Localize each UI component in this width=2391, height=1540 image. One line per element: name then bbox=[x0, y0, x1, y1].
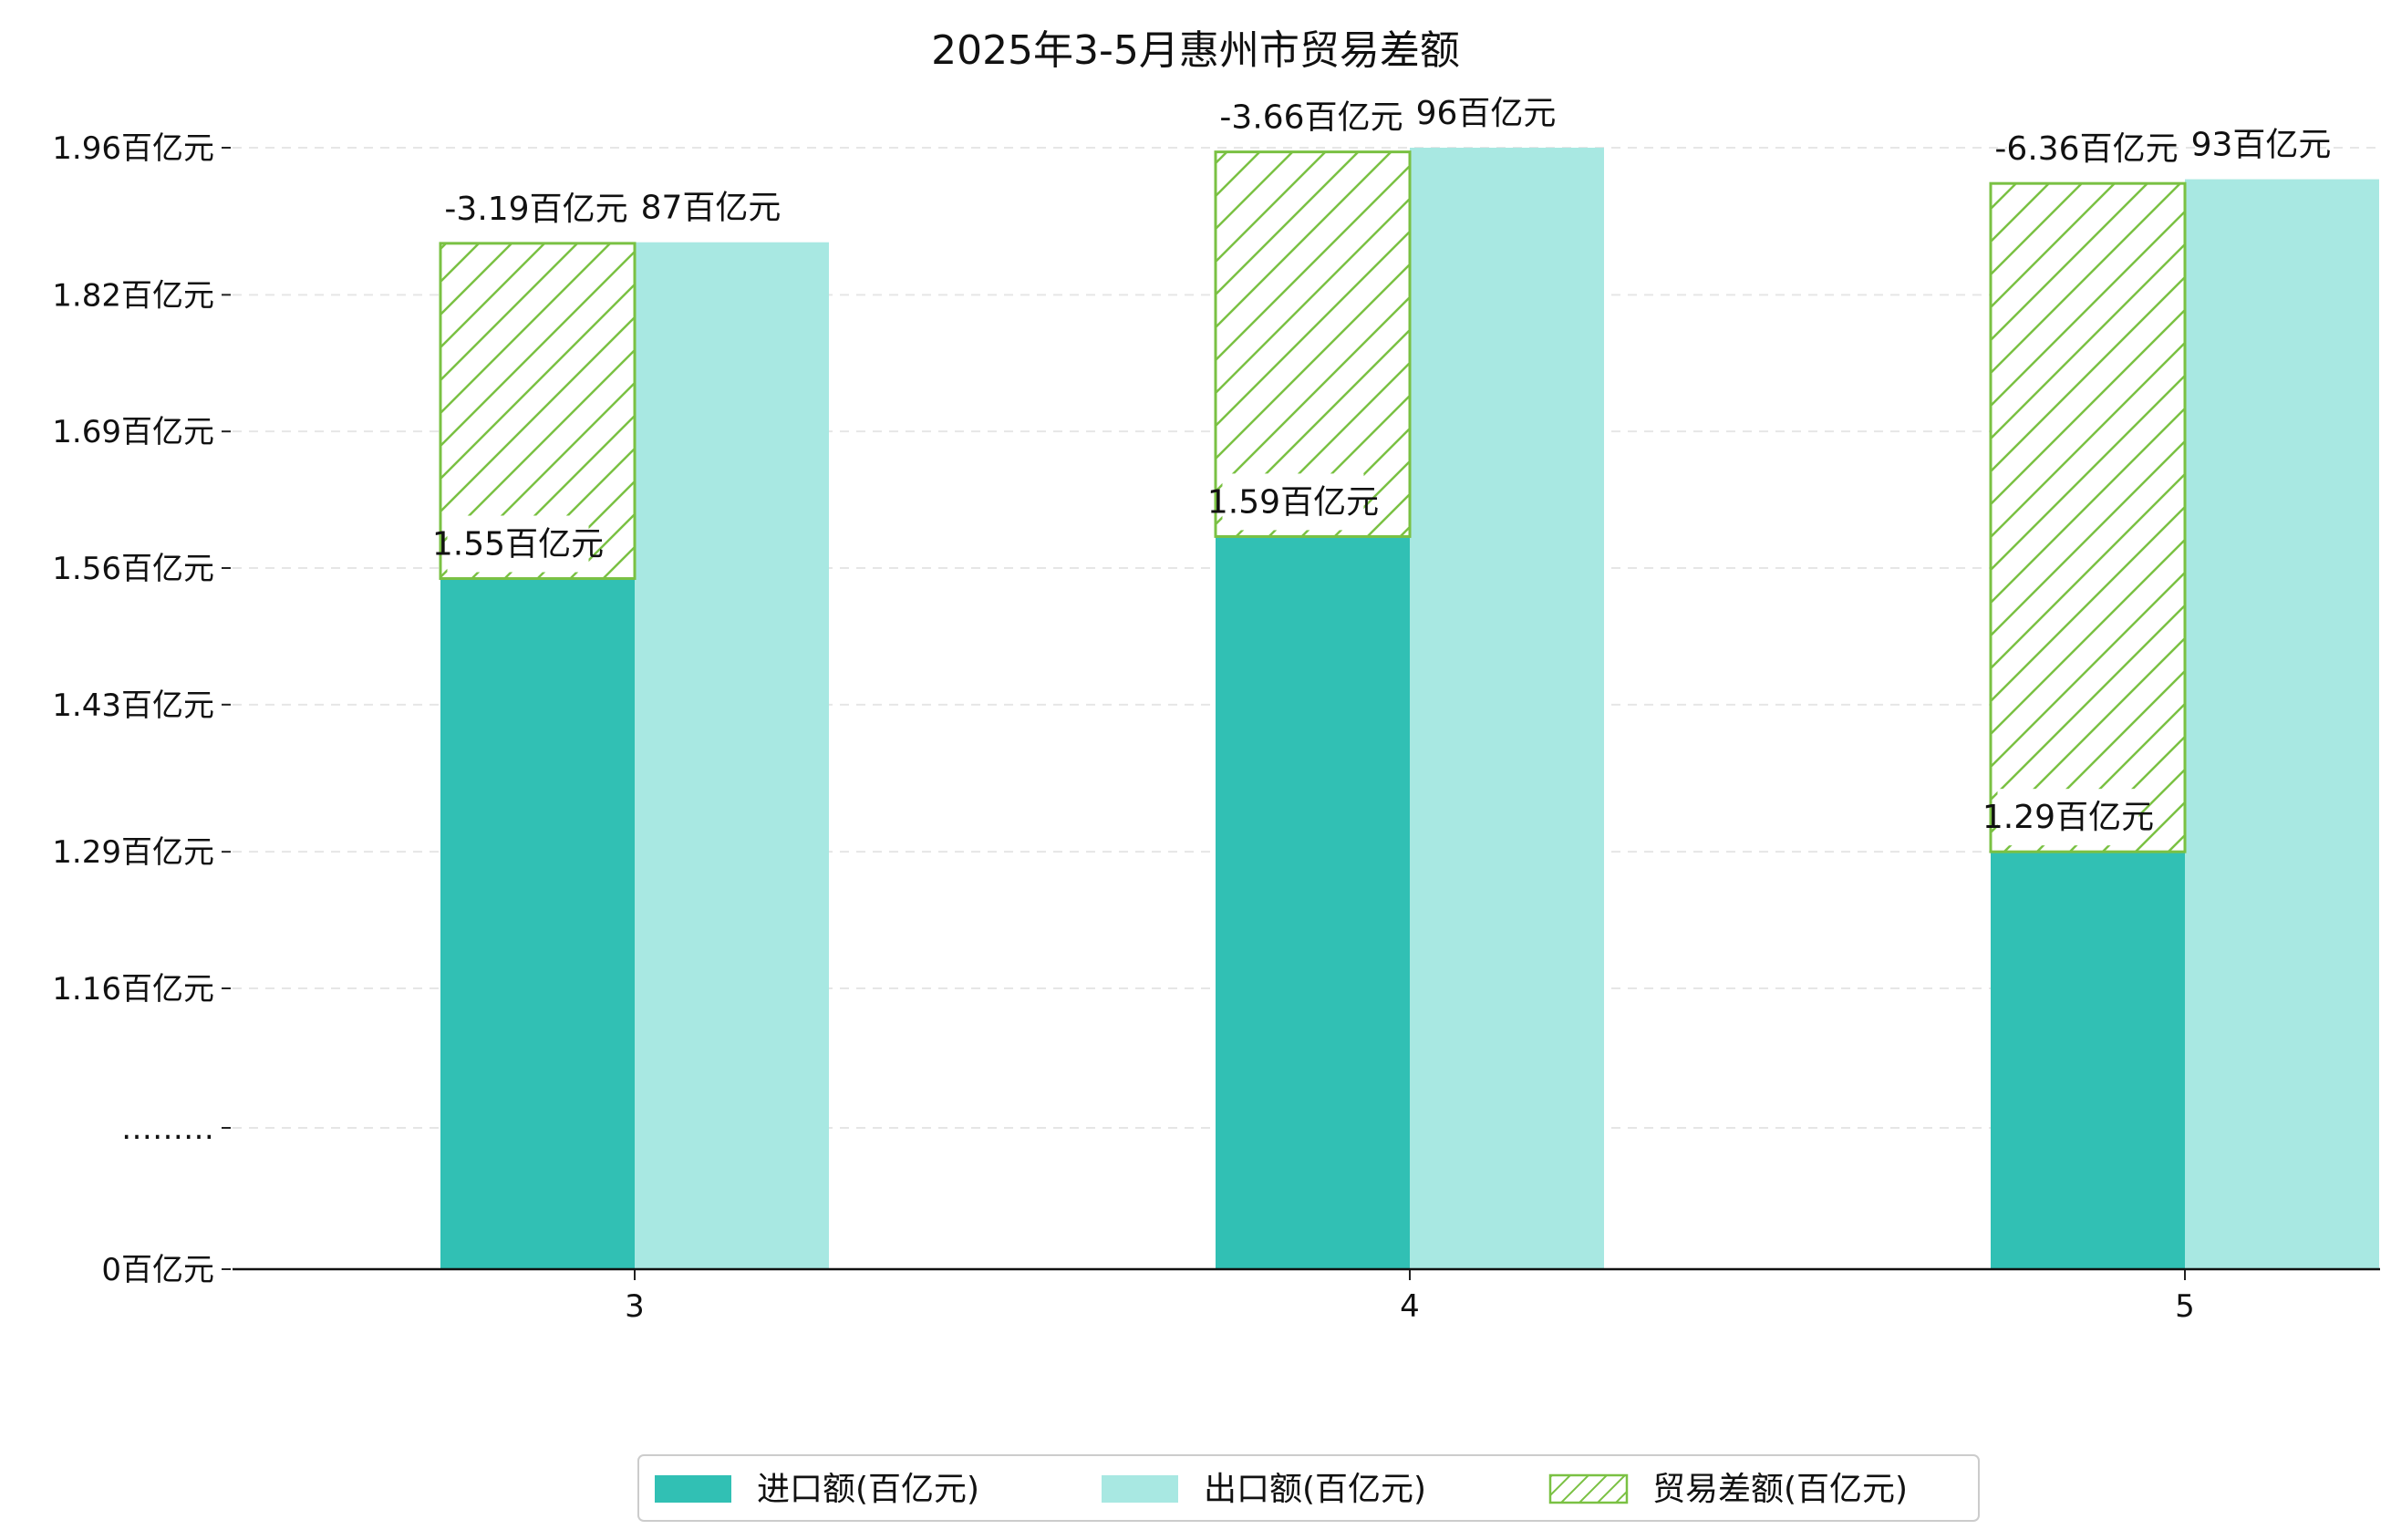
y-axis: 0百亿元 ……… 1.16百亿元 1.29百亿元 1.43百亿元 1.56百亿元 1.69百… bbox=[52, 130, 231, 1288]
export-value-label-box bbox=[2208, 116, 2314, 173]
export-value-label-box bbox=[1433, 85, 1539, 141]
export-bar bbox=[635, 242, 829, 1270]
y-tick-label: 1.69百亿元 bbox=[52, 414, 214, 450]
y-tick-label: 1.16百亿元 bbox=[52, 971, 214, 1008]
import-bar bbox=[1216, 536, 1410, 1269]
legend-swatch-1 bbox=[655, 1475, 731, 1503]
export-value-label-box bbox=[657, 179, 764, 236]
x-tick-label: 3 bbox=[625, 1288, 645, 1325]
balance-value-label: -3.19百亿元 bbox=[444, 191, 627, 228]
legend-label-3: 贸易差额(百亿元) bbox=[1652, 1471, 1908, 1508]
y-tick-label: 1.29百亿元 bbox=[52, 834, 214, 871]
export-value-label: 93百亿元 bbox=[2191, 127, 2332, 164]
bars: 1.55百亿元 -3.19百亿元 87百亿元 1.59百亿元 -3.66百亿元 96百亿元… bbox=[432, 85, 2379, 1270]
legend-box bbox=[637, 1454, 1980, 1522]
import-value-label: 1.59百亿元 bbox=[1207, 483, 1379, 521]
import-value-label-box bbox=[1222, 473, 1364, 531]
import-bar bbox=[440, 578, 635, 1269]
y-tick-label: ……… bbox=[121, 1111, 214, 1147]
legend: 进口额(百亿元) 出口额(百亿元) 贸易差额(百亿元) bbox=[637, 1454, 1980, 1522]
balance-value-label: -6.36百亿元 bbox=[1994, 130, 2178, 168]
legend-label-2: 出口额(百亿元) bbox=[1204, 1471, 1426, 1508]
x-tick-label: 4 bbox=[1400, 1288, 1420, 1325]
y-tick-label: 1.56百亿元 bbox=[52, 551, 214, 587]
export-bar bbox=[2185, 179, 2379, 1270]
import-value-label-box bbox=[1997, 789, 2139, 846]
export-bar bbox=[1410, 148, 1604, 1269]
chart-title: 2025年3-5月惠州市贸易差额 bbox=[931, 27, 1460, 74]
balance-value-label-box bbox=[457, 180, 616, 237]
import-value-label: 1.29百亿元 bbox=[1982, 799, 2154, 836]
y-tick-label: 1.96百亿元 bbox=[52, 130, 214, 167]
balance-value-label: -3.66百亿元 bbox=[1219, 99, 1403, 137]
legend-swatch-2 bbox=[1102, 1475, 1178, 1503]
x-tick-label: 5 bbox=[2175, 1288, 2195, 1325]
legend-label-1: 进口额(百亿元) bbox=[757, 1471, 979, 1508]
balance-bar bbox=[1989, 181, 2187, 853]
y-tick-label: 1.43百亿元 bbox=[52, 687, 214, 724]
import-bar bbox=[1991, 852, 2185, 1269]
x-axis: 3 4 5 bbox=[233, 1267, 2380, 1325]
import-value-label: 1.55百亿元 bbox=[432, 526, 604, 563]
legend-swatch-3 bbox=[1548, 1473, 1629, 1504]
balance-value-label-box bbox=[1232, 88, 1391, 146]
y-tick-label: 1.82百亿元 bbox=[52, 277, 214, 314]
balance-bar bbox=[1214, 150, 1412, 538]
import-value-label-box bbox=[447, 515, 589, 573]
balance-value-label-box bbox=[2007, 120, 2166, 178]
y-tick-label: 0百亿元 bbox=[101, 1252, 214, 1288]
export-value-label: 87百亿元 bbox=[641, 190, 781, 227]
export-value-label: 96百亿元 bbox=[1416, 95, 1557, 132]
